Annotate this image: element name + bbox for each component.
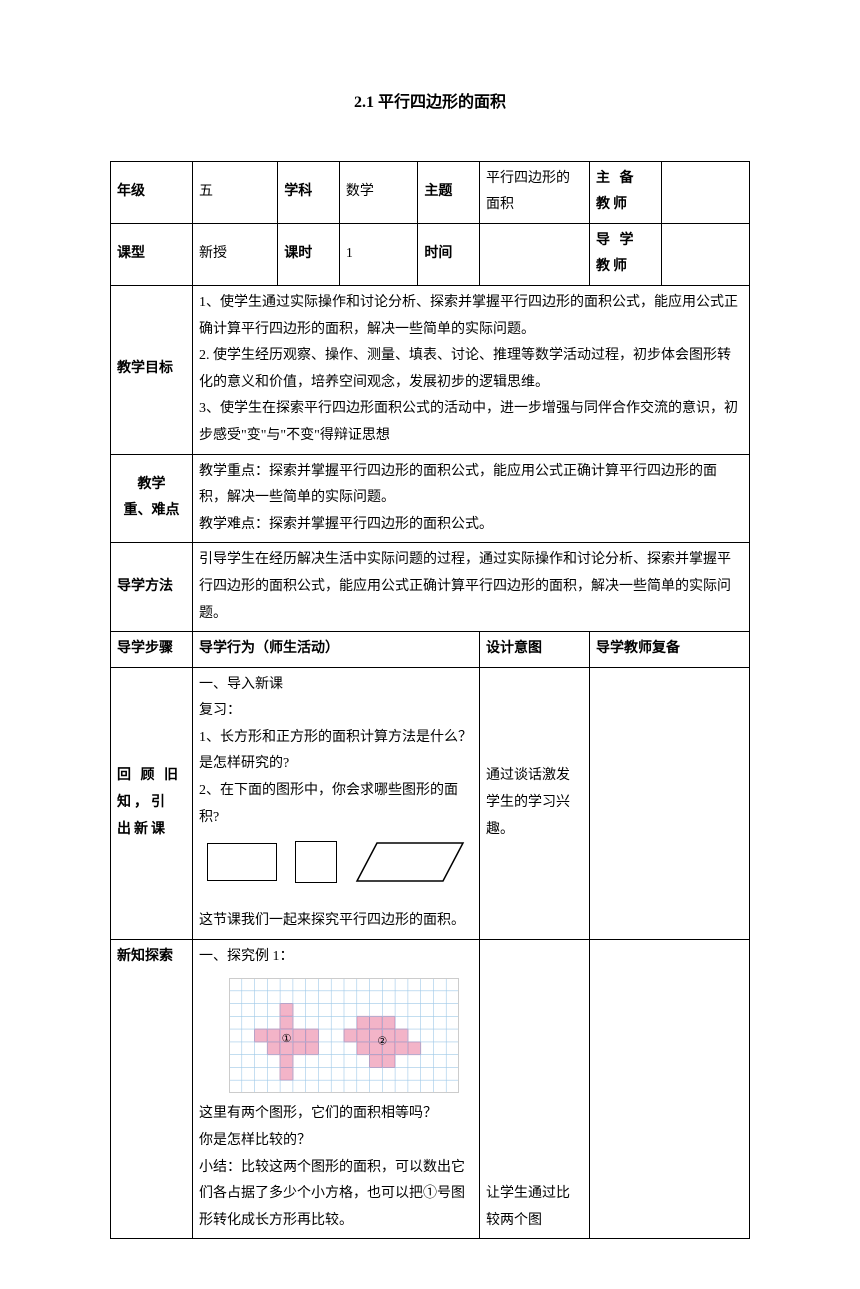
time-value xyxy=(480,223,590,285)
section1-content: 一、导入新课 复习： 1、长方形和正方形的面积计算方法是什么？是怎样研究的? 2… xyxy=(193,667,480,939)
section2-content: 一、探究例 1： ①② 这里有两个图形，它们的面积相等吗？ 你是怎样比较的？ 小… xyxy=(193,939,480,1239)
guide-teacher-label: 导 学 教师 xyxy=(590,223,662,285)
subject-value: 数学 xyxy=(339,161,417,223)
section1-intent: 通过谈话激发学生的学习兴趣。 xyxy=(480,667,590,939)
lesson-type-label: 课型 xyxy=(111,223,193,285)
teaching-goal-label: 教学目标 xyxy=(111,285,193,454)
svg-text:①: ① xyxy=(282,1033,292,1045)
period-value: 1 xyxy=(339,223,417,285)
lesson-type-value: 新授 xyxy=(193,223,278,285)
section2-intro: 一、探究例 1： xyxy=(199,944,473,971)
grade-value: 五 xyxy=(193,161,278,223)
grid-figure-container: ①② xyxy=(199,970,473,1101)
parallelogram-shape xyxy=(355,841,465,883)
section2-intent: 让学生通过比较两个图 xyxy=(480,939,590,1239)
section1-review xyxy=(590,667,750,939)
guide-method-label: 导学方法 xyxy=(111,543,193,632)
section2-label: 新知探索 xyxy=(111,939,193,1239)
guide-teacher-value xyxy=(662,223,750,285)
time-label: 时间 xyxy=(418,223,480,285)
prepare-teacher-label: 主 备 教师 xyxy=(590,161,662,223)
section2-body: 这里有两个图形，它们的面积相等吗？ 你是怎样比较的？ 小结：比较这两个图形的面积… xyxy=(199,1101,473,1234)
square-shape xyxy=(295,841,337,883)
review-header-label: 导学教师复备 xyxy=(590,632,750,668)
subject-label: 学科 xyxy=(278,161,340,223)
section1-label: 回 顾 旧知，引 出新课 xyxy=(111,667,193,939)
topic-label: 主题 xyxy=(418,161,480,223)
key-points-content: 教学重点：探索并掌握平行四边形的面积公式，能应用公式正确计算平行四边形的面积，解… xyxy=(193,454,750,543)
guide-method-content: 引导学生在经历解决生活中实际问题的过程，通过实际操作和讨论分析、探索并掌握平行四… xyxy=(193,543,750,632)
teaching-goal-content: 1、使学生通过实际操作和讨论分析、探索并掌握平行四边形的面积公式，能应用公式正确… xyxy=(193,285,750,454)
period-label: 课时 xyxy=(278,223,340,285)
grid-figure: ①② xyxy=(229,978,459,1093)
document-title: 2.1 平行四边形的面积 xyxy=(110,90,750,116)
rectangle-shape xyxy=(207,843,277,881)
shapes-row xyxy=(199,831,473,893)
prepare-teacher-value xyxy=(662,161,750,223)
step-header-label: 导学步骤 xyxy=(111,632,193,668)
svg-text:②: ② xyxy=(377,1036,387,1048)
lesson-plan-table: 年级 五 学科 数学 主题 平行四边形的面积 主 备 教师 课型 新授 课时 1… xyxy=(110,161,750,1240)
section1-intro: 一、导入新课 复习： 1、长方形和正方形的面积计算方法是什么？是怎样研究的? 2… xyxy=(199,672,473,832)
activity-header-label: 导学行为（师生活动） xyxy=(193,632,480,668)
key-points-label: 教学 重、难点 xyxy=(111,454,193,543)
grade-label: 年级 xyxy=(111,161,193,223)
section1-outro: 这节课我们一起来探究平行四边形的面积。 xyxy=(199,908,473,935)
topic-value: 平行四边形的面积 xyxy=(480,161,590,223)
section2-review xyxy=(590,939,750,1239)
intent-header-label: 设计意图 xyxy=(480,632,590,668)
